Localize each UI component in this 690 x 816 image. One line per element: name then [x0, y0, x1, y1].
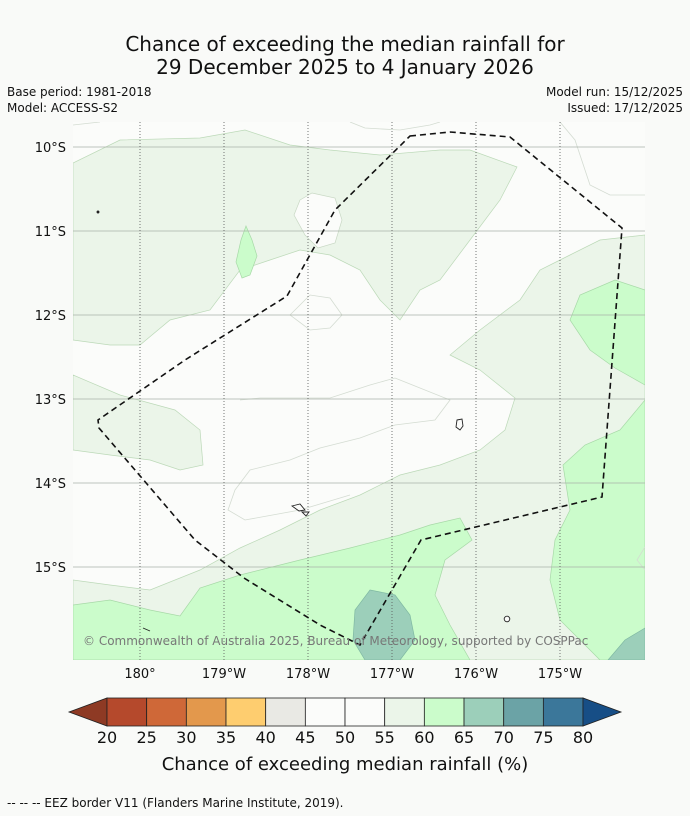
lat-label: 13°S — [35, 393, 66, 408]
issued-date: Issued: 17/12/2025 — [567, 101, 683, 115]
copyright-notice: © Commonwealth of Australia 2025, Bureau… — [83, 634, 588, 648]
island-outline — [300, 511, 310, 517]
lat-label: 10°S — [35, 141, 66, 156]
colorbar-cell — [106, 697, 148, 727]
colorbar-high-extension — [582, 697, 623, 727]
colorbar-cell — [185, 697, 227, 727]
colorbar-cell — [542, 697, 584, 727]
colorbar-tick-label: 55 — [375, 728, 395, 747]
colorbar-tick-label: 60 — [414, 728, 434, 747]
lat-label: 15°S — [35, 561, 66, 576]
eez-legend: -- -- -- EEZ border V11 (Flanders Marine… — [7, 796, 344, 810]
lat-label: 11°S — [35, 225, 66, 240]
colorbar-title: Chance of exceeding median rainfall (%) — [162, 754, 529, 775]
colorbar-tick-label: 80 — [573, 728, 593, 747]
colorbar-cell — [146, 697, 187, 727]
colorbar-cell — [384, 697, 425, 727]
lon-label: 177°W — [370, 667, 414, 682]
colorbar-tick-label: 45 — [295, 728, 315, 747]
colorbar-cell — [225, 697, 267, 727]
colorbar-tick-label: 65 — [454, 728, 474, 747]
colorbar-tick-label: 40 — [256, 728, 276, 747]
lon-label: 178°W — [286, 667, 330, 682]
colorbar-cell — [265, 697, 306, 727]
colorbar-tick-label: 30 — [176, 728, 196, 747]
lon-label: 179°W — [202, 667, 246, 682]
base-period: Base period: 1981-2018 — [7, 85, 152, 99]
colorbar-cell — [463, 697, 505, 727]
eez-boundary — [97, 131, 623, 647]
colorbar-cell — [503, 697, 544, 727]
longitude-axis: 180° 179°W 178°W 177°W 176°W 175°W — [124, 667, 582, 682]
colorbar-ticks: 20 25 30 35 40 45 50 55 60 65 70 75 80 — [97, 728, 593, 747]
colorbar-tick-label: 75 — [533, 728, 553, 747]
colorbar-cell — [344, 697, 386, 727]
island-outline — [142, 627, 151, 632]
map-title-line1: Chance of exceeding the median rainfall … — [125, 32, 565, 56]
colorbar-cells — [106, 697, 584, 727]
lon-label: 176°W — [454, 667, 498, 682]
forecast-map: © Commonwealth of Australia 2025, Bureau… — [35, 122, 645, 775]
model-name: Model: ACCESS-S2 — [7, 101, 119, 115]
island-outline — [503, 615, 511, 623]
map-title-line2: 29 December 2025 to 4 January 2026 — [156, 55, 534, 79]
colorbar-tick-label: 35 — [216, 728, 236, 747]
island-outlines — [96, 210, 511, 632]
map-gridlines — [73, 122, 645, 660]
lon-label: 180° — [124, 667, 155, 682]
colorbar-tick-label: 25 — [136, 728, 156, 747]
colorbar: 20 25 30 35 40 45 50 55 60 65 70 75 80 Chance of exc… — [67, 697, 623, 775]
model-run: Model run: 15/12/2025 — [545, 85, 683, 99]
lon-label: 175°W — [538, 667, 582, 682]
lat-label: 14°S — [35, 477, 66, 492]
island-outline — [290, 503, 306, 512]
colorbar-tick-label: 70 — [494, 728, 514, 747]
latitude-axis: 10°S 11°S 12°S 13°S 14°S 15°S — [35, 141, 66, 576]
island-outline — [96, 210, 100, 214]
colorbar-cell — [304, 697, 346, 727]
colorbar-tick-label: 50 — [335, 728, 355, 747]
probability-field — [73, 122, 645, 660]
island-outline — [455, 418, 464, 431]
colorbar-low-extension — [67, 697, 108, 727]
lat-label: 12°S — [35, 309, 66, 324]
colorbar-cell — [423, 697, 465, 727]
colorbar-tick-label: 20 — [97, 728, 117, 747]
